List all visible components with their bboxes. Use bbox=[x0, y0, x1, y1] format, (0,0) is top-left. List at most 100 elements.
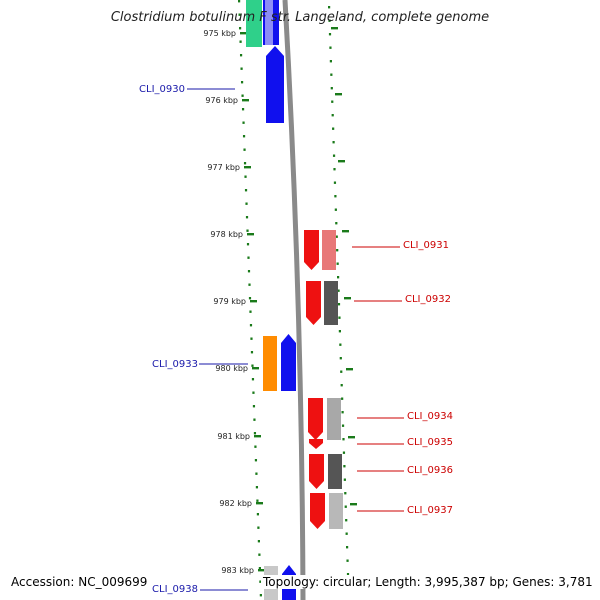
gene-feature-forward bbox=[266, 46, 284, 123]
minor-tick-mark bbox=[328, 19, 331, 22]
minor-tick-mark bbox=[247, 270, 251, 273]
gene-label-cli_0934[interactable]: CLI_0934 bbox=[407, 411, 453, 422]
major-tick-mark bbox=[254, 435, 261, 438]
minor-tick-mark bbox=[329, 60, 332, 63]
minor-tick-mark bbox=[256, 499, 259, 502]
minor-tick-mark bbox=[244, 189, 248, 192]
map-title: Clostridium botulinum F str. Langeland, … bbox=[110, 10, 490, 25]
tick-label: 981 kbp bbox=[217, 432, 250, 441]
minor-tick-mark bbox=[259, 594, 262, 597]
minor-tick-mark bbox=[249, 324, 253, 327]
major-tick-mark bbox=[335, 93, 342, 96]
cds-feature bbox=[246, 0, 262, 47]
gene-labels: CLI_0930 CLI_0931 CLI_0932 CLI_0933 CLI_0934… bbox=[139, 84, 453, 595]
minor-tick-mark bbox=[255, 486, 259, 489]
minor-tick-mark bbox=[249, 310, 252, 313]
minor-tick-mark bbox=[250, 351, 254, 354]
minor-tick-mark bbox=[242, 135, 246, 138]
minor-tick-mark bbox=[334, 208, 337, 211]
gene-label-cli_0931[interactable]: CLI_0931 bbox=[403, 240, 449, 251]
minor-tick-mark bbox=[253, 432, 257, 435]
minor-tick-mark bbox=[241, 94, 244, 97]
minor-tick-mark bbox=[242, 121, 245, 124]
gene-feature-reverse bbox=[308, 398, 323, 440]
minor-tick-mark bbox=[328, 33, 332, 36]
genome-backbone bbox=[282, 0, 306, 600]
minor-tick-mark bbox=[341, 397, 344, 400]
minor-tick-mark bbox=[341, 411, 344, 414]
major-tick-mark bbox=[342, 230, 349, 233]
gene-label-cli_0938[interactable]: CLI_0938 bbox=[152, 584, 198, 595]
gene-label-cli_0933[interactable]: CLI_0933 bbox=[152, 359, 198, 370]
minor-tick-mark bbox=[245, 216, 249, 219]
minor-tick-mark bbox=[331, 114, 334, 117]
minor-tick-mark bbox=[344, 505, 347, 508]
minor-tick-mark bbox=[339, 343, 342, 346]
tick-label: 975 kbp bbox=[203, 29, 236, 38]
minor-tick-mark bbox=[238, 0, 241, 3]
cds-feature bbox=[263, 336, 277, 391]
gene-label-cli_0937[interactable]: CLI_0937 bbox=[407, 505, 453, 516]
minor-tick-mark bbox=[254, 459, 258, 462]
minor-tick-mark bbox=[340, 384, 343, 387]
major-tick-mark bbox=[256, 502, 263, 505]
minor-tick-mark bbox=[240, 67, 243, 70]
gene-label-cli_0935[interactable]: CLI_0935 bbox=[407, 437, 453, 448]
minor-tick-mark bbox=[248, 297, 252, 300]
minor-tick-mark bbox=[342, 451, 346, 454]
minor-tick-mark bbox=[248, 283, 251, 286]
cds-feature bbox=[329, 493, 343, 529]
gene-feature-reverse bbox=[310, 493, 325, 529]
minor-tick-mark bbox=[330, 87, 333, 90]
minor-tick-mark bbox=[247, 256, 250, 259]
minor-tick-mark bbox=[257, 540, 260, 543]
minor-tick-mark bbox=[238, 13, 241, 16]
gene-label-cli_0930[interactable]: CLI_0930 bbox=[139, 84, 185, 95]
major-tick-mark bbox=[258, 569, 265, 572]
minor-tick-mark bbox=[246, 243, 250, 246]
major-tick-mark bbox=[346, 368, 353, 371]
major-tick-mark bbox=[350, 503, 357, 506]
minor-tick-mark bbox=[339, 357, 342, 360]
minor-tick-mark bbox=[251, 378, 255, 381]
minor-tick-mark bbox=[251, 364, 254, 367]
minor-tick-mark bbox=[239, 54, 243, 57]
accession-text: Accession: NC_009699 bbox=[9, 575, 150, 589]
gene-label-cli_0932[interactable]: CLI_0932 bbox=[405, 294, 451, 305]
minor-tick-mark bbox=[335, 235, 338, 238]
minor-tick-mark bbox=[252, 391, 255, 394]
minor-tick-mark bbox=[332, 127, 335, 130]
minor-tick-mark bbox=[240, 81, 244, 84]
minor-tick-mark bbox=[333, 168, 336, 171]
minor-tick-mark bbox=[330, 73, 333, 76]
minor-tick-mark bbox=[238, 27, 242, 30]
major-tick-mark bbox=[331, 27, 338, 30]
gene-label-cli_0936[interactable]: CLI_0936 bbox=[407, 465, 453, 476]
tick-label: 978 kbp bbox=[210, 230, 243, 239]
major-ticks: 975 kbp 976 kbp 977 kbp 978 kbp 979 kbp 980 k… bbox=[203, 27, 357, 575]
major-tick-mark bbox=[244, 166, 251, 169]
minor-tick-mark bbox=[346, 546, 349, 549]
cds-feature bbox=[327, 398, 341, 440]
minor-tick-mark bbox=[340, 370, 343, 373]
minor-tick-mark bbox=[337, 303, 341, 306]
minor-tick-mark bbox=[254, 445, 257, 448]
major-tick-mark bbox=[250, 300, 257, 303]
topology-text: Topology: circular; Length: 3,995,387 bp… bbox=[261, 575, 595, 589]
cds-feature bbox=[322, 230, 336, 270]
cds-feature bbox=[324, 281, 338, 325]
gene-feature-reverse bbox=[309, 454, 324, 489]
gene-feature-reverse bbox=[309, 439, 323, 449]
minor-tick-mark bbox=[331, 100, 334, 103]
minor-tick-mark bbox=[245, 202, 248, 205]
major-tick-mark bbox=[242, 99, 249, 102]
minor-tick-mark bbox=[253, 418, 256, 421]
minor-tick-mark bbox=[244, 175, 247, 178]
minor-tick-mark bbox=[345, 532, 348, 535]
minor-tick-mark bbox=[344, 492, 347, 495]
minor-tick-mark bbox=[335, 222, 338, 225]
minor-tick-mark bbox=[250, 337, 253, 340]
minor-tick-mark bbox=[345, 519, 348, 522]
minor-tick-mark bbox=[346, 559, 349, 562]
